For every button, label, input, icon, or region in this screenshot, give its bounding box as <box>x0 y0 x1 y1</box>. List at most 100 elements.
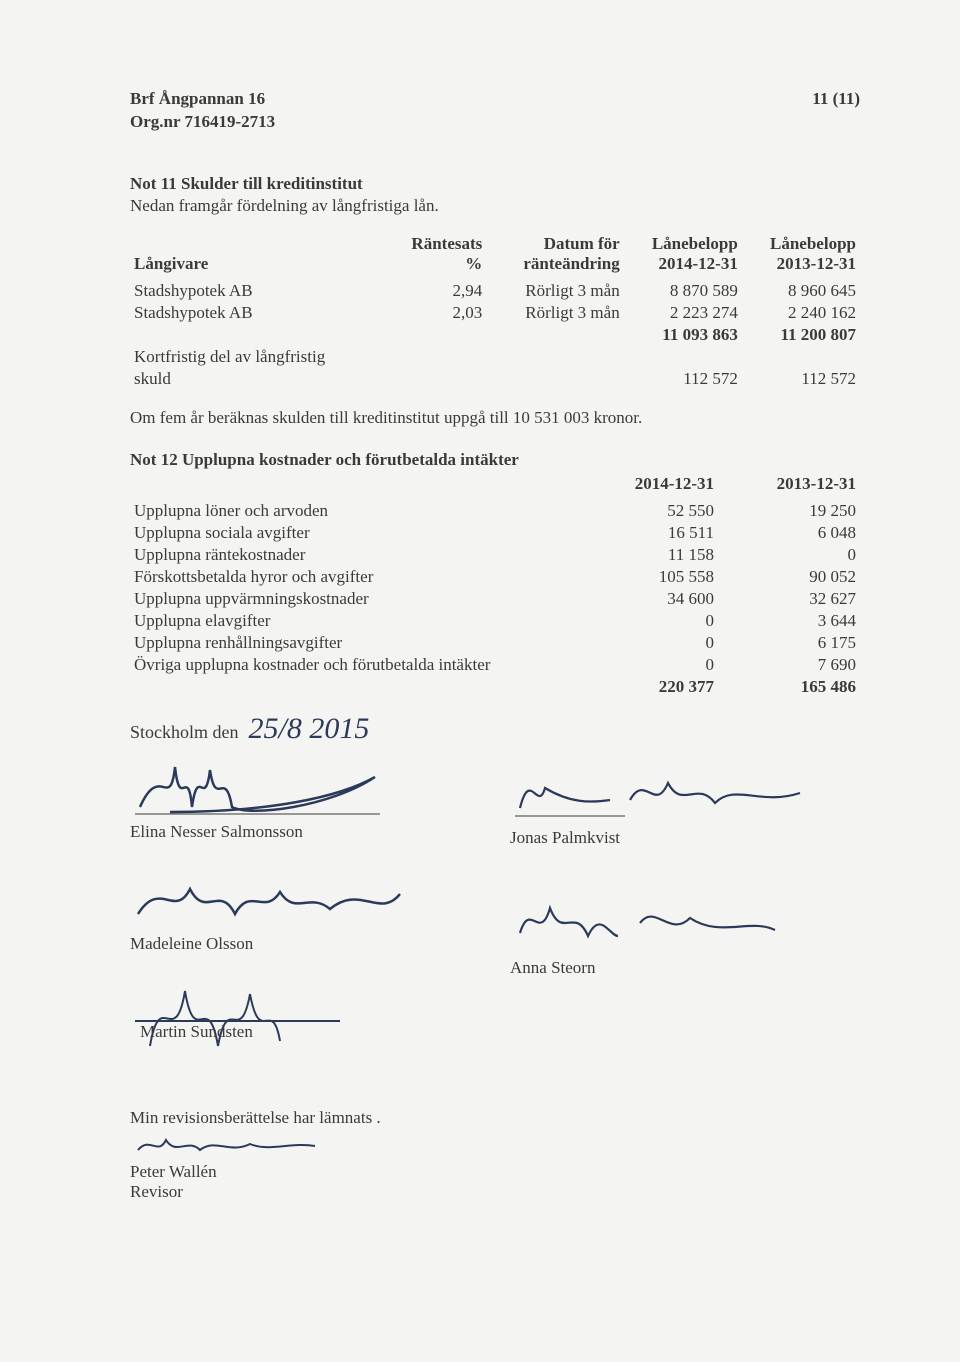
cell-a2: 90 052 <box>718 566 860 588</box>
cell-a1: 16 511 <box>576 522 718 544</box>
cell-a2: 8 960 645 <box>742 280 860 302</box>
handwritten-date: 25/8 2015 <box>249 712 370 746</box>
cell-label: Upplupna löner och arvoden <box>130 500 576 522</box>
signature-block: Elina Nesser Salmonsson <box>130 752 480 842</box>
cell-shortterm-a2: 112 572 <box>742 368 860 390</box>
signature-block: Anna Steorn <box>510 888 860 978</box>
table-row: Upplupna löner och arvoden52 55019 250 <box>130 500 860 522</box>
not11-subtitle: Nedan framgår fördelning av långfristiga… <box>130 196 860 216</box>
col-amt1-top: Lånebelopp <box>652 234 738 253</box>
table-row: skuld 112 572 112 572 <box>130 368 860 390</box>
city-prefix: Stockholm den <box>130 722 239 743</box>
not12-title: Not 12 Upplupna kostnader och förutbetal… <box>130 450 860 470</box>
page-header: Brf Ångpannan 16 Org.nr 716419-2713 11 (… <box>130 88 860 134</box>
table-header-row: 2014-12-31 2013-12-31 <box>130 474 860 500</box>
signature-mark <box>130 864 410 934</box>
table-row: Upplupna räntekostnader11 1580 <box>130 544 860 566</box>
col-amt2: Lånebelopp 2013-12-31 <box>742 234 860 280</box>
signatures-area: Elina Nesser Salmonsson Madeleine Olsson… <box>130 752 860 1202</box>
col-amt1: Lånebelopp 2014-12-31 <box>624 234 742 280</box>
cell-a2: 0 <box>718 544 860 566</box>
cell-label: Övriga upplupna kostnader och förutbetal… <box>130 654 576 676</box>
col-2013: 2013-12-31 <box>718 474 860 500</box>
cell-shortterm-l2: skuld <box>130 368 388 390</box>
cell-a2: 6 175 <box>718 632 860 654</box>
signer-name: Jonas Palmkvist <box>510 828 860 848</box>
cell-a2: 32 627 <box>718 588 860 610</box>
signatures-left-column: Elina Nesser Salmonsson Madeleine Olsson… <box>130 752 480 1202</box>
col-rate-bot: % <box>465 254 482 273</box>
signer-name: Madeleine Olsson <box>130 934 480 954</box>
auditor-title: Revisor <box>130 1182 480 1202</box>
not11-table: Långivare Räntesats % Datum för ränteänd… <box>130 234 860 390</box>
table-total-row: 11 093 863 11 200 807 <box>130 324 860 346</box>
table-header-row: Långivare Räntesats % Datum för ränteänd… <box>130 234 860 280</box>
cell-a1: 0 <box>576 632 718 654</box>
col-amt2-bot: 2013-12-31 <box>777 254 856 273</box>
cell-label: Upplupna räntekostnader <box>130 544 576 566</box>
org-number: Org.nr 716419-2713 <box>130 111 275 134</box>
signer-name: Elina Nesser Salmonsson <box>130 822 480 842</box>
cell-shortterm-a1: 112 572 <box>624 368 742 390</box>
col-lender-label: Långivare <box>134 254 208 273</box>
col-rate-top: Räntesats <box>411 234 482 253</box>
header-left: Brf Ångpannan 16 Org.nr 716419-2713 <box>130 88 275 134</box>
signature-mark <box>130 752 390 822</box>
signature-mark <box>130 1128 330 1162</box>
cell-a1: 0 <box>576 610 718 632</box>
signature-mark <box>510 888 790 958</box>
not11-afternote: Om fem år beräknas skulden till kreditin… <box>130 408 860 428</box>
cell-label: Förskottsbetalda hyror och avgifter <box>130 566 576 588</box>
cell-a2: 7 690 <box>718 654 860 676</box>
signature-block: Martin Sundsten <box>130 976 480 1086</box>
cell-lender: Stadshypotek AB <box>130 280 388 302</box>
table-row: Stadshypotek AB 2,03 Rörligt 3 mån 2 223… <box>130 302 860 324</box>
not12-table: 2014-12-31 2013-12-31 Upplupna löner och… <box>130 474 860 698</box>
col-rate: Räntesats % <box>388 234 486 280</box>
col-amt2-top: Lånebelopp <box>770 234 856 253</box>
cell-label: Upplupna sociala avgifter <box>130 522 576 544</box>
signer-name: Anna Steorn <box>510 958 860 978</box>
auditor-name: Peter Wallén <box>130 1162 480 1182</box>
cell-shortterm-l1: Kortfristig del av långfristig <box>130 346 388 368</box>
cell-a2: 3 644 <box>718 610 860 632</box>
signer-name: Martin Sundsten <box>140 1022 490 1042</box>
cell-label: Upplupna renhållningsavgifter <box>130 632 576 654</box>
signature-date-line: Stockholm den 25/8 2015 <box>130 712 860 746</box>
signature-mark <box>510 758 810 828</box>
cell-a1: 105 558 <box>576 566 718 588</box>
cell-rate: 2,94 <box>388 280 486 302</box>
cell-a2: 19 250 <box>718 500 860 522</box>
cell-lender: Stadshypotek AB <box>130 302 388 324</box>
table-row: Upplupna renhållningsavgifter06 175 <box>130 632 860 654</box>
col-date: Datum för ränteändring <box>486 234 623 280</box>
cell-a1: 0 <box>576 654 718 676</box>
table-row: Kortfristig del av långfristig <box>130 346 860 368</box>
signatures-right-column: Jonas Palmkvist Anna Steorn <box>480 752 860 1202</box>
cell-date: Rörligt 3 mån <box>486 280 623 302</box>
cell-total-a1: 11 093 863 <box>624 324 742 346</box>
cell-total-a2: 165 486 <box>718 676 860 698</box>
not11-title: Not 11 Skulder till kreditinstitut <box>130 174 860 194</box>
cell-a1: 8 870 589 <box>624 280 742 302</box>
table-total-row: 220 377165 486 <box>130 676 860 698</box>
table-row: Upplupna sociala avgifter16 5116 048 <box>130 522 860 544</box>
cell-a1: 11 158 <box>576 544 718 566</box>
cell-date: Rörligt 3 mån <box>486 302 623 324</box>
col-lender: Långivare <box>130 234 388 280</box>
table-row: Upplupna uppvärmningskostnader34 60032 6… <box>130 588 860 610</box>
cell-label: Upplupna elavgifter <box>130 610 576 632</box>
col-date-top: Datum för <box>544 234 620 253</box>
table-row: Övriga upplupna kostnader och förutbetal… <box>130 654 860 676</box>
cell-a2: 2 240 162 <box>742 302 860 324</box>
cell-a1: 2 223 274 <box>624 302 742 324</box>
cell-a1: 52 550 <box>576 500 718 522</box>
table-row: Förskottsbetalda hyror och avgifter105 5… <box>130 566 860 588</box>
cell-total-a1: 220 377 <box>576 676 718 698</box>
col-2014: 2014-12-31 <box>576 474 718 500</box>
signature-mark <box>130 976 390 1066</box>
col-date-bot: ränteändring <box>523 254 619 273</box>
page-number: 11 (11) <box>812 88 860 134</box>
table-row: Upplupna elavgifter03 644 <box>130 610 860 632</box>
table-row: Stadshypotek AB 2,94 Rörligt 3 mån 8 870… <box>130 280 860 302</box>
